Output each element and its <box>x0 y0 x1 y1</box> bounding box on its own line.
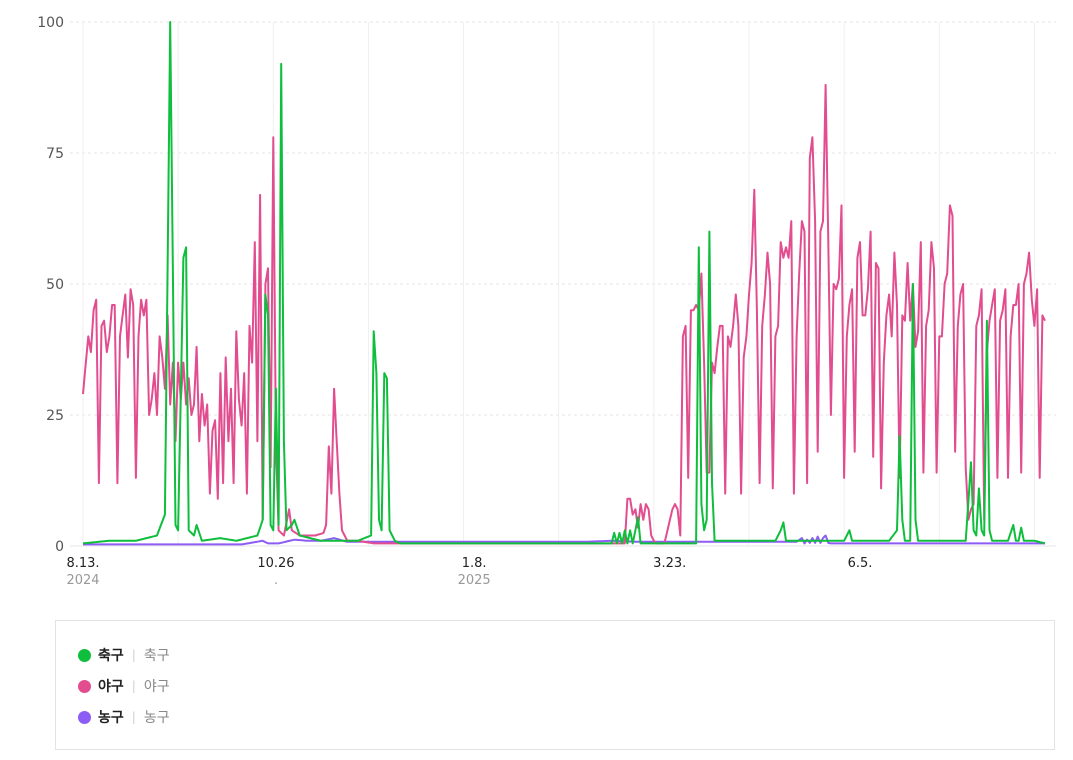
legend-separator: | <box>131 648 136 662</box>
legend-series-sub: 축구 <box>143 648 170 664</box>
y-tick-label: 0 <box>55 539 64 555</box>
x-tick-year: 2025 <box>458 573 491 588</box>
y-tick-label: 25 <box>46 408 64 424</box>
legend-color-dot <box>78 679 91 693</box>
y-axis-ticks: 0 25 50 75 100 <box>37 15 64 555</box>
legend-entry-basketball[interactable]: 농구 | 농구 <box>78 707 170 727</box>
legend-color-dot <box>78 648 91 662</box>
legend-series-sub: 농구 <box>143 710 170 726</box>
legend-entry-baseball[interactable]: 야구 | 야구 <box>78 676 170 696</box>
chart-legend: 축구 | 축구 야구 | 야구 농구 | 농구 <box>55 620 1055 750</box>
line-chart: 0 25 50 75 100 8.13. 2024 10.26. 1.8. 2025 3.23. 6… <box>37 15 1056 588</box>
series-line-basketball <box>83 534 1045 546</box>
legend-series-name: 야구 <box>98 679 124 695</box>
x-tick-label: 6.5. <box>848 556 873 571</box>
x-tick-label: 1.8. <box>462 556 487 571</box>
x-tick-year: 2024 <box>66 573 99 588</box>
y-tick-label: 50 <box>46 277 64 293</box>
x-tick-label: 8.13. <box>66 556 99 571</box>
legend-entry-soccer[interactable]: 축구 | 축구 <box>78 645 170 665</box>
x-tick-label: 10.26 <box>257 556 294 571</box>
legend-color-dot <box>78 710 91 724</box>
legend-series-name: 축구 <box>98 648 124 664</box>
x-tick-label: 3.23. <box>653 556 686 571</box>
y-tick-label: 100 <box>37 15 64 31</box>
legend-series-name: 농구 <box>98 710 124 726</box>
x-axis-ticks: 8.13. 2024 10.26. 1.8. 2025 3.23. 6.5. <box>66 556 872 588</box>
y-tick-label: 75 <box>46 146 64 162</box>
legend-separator: | <box>131 710 136 724</box>
legend-series-sub: 야구 <box>143 679 170 695</box>
series-lines <box>82 21 1046 546</box>
series-line-soccer <box>82 21 1046 545</box>
x-tick-year: . <box>274 573 278 588</box>
legend-separator: | <box>131 679 136 693</box>
